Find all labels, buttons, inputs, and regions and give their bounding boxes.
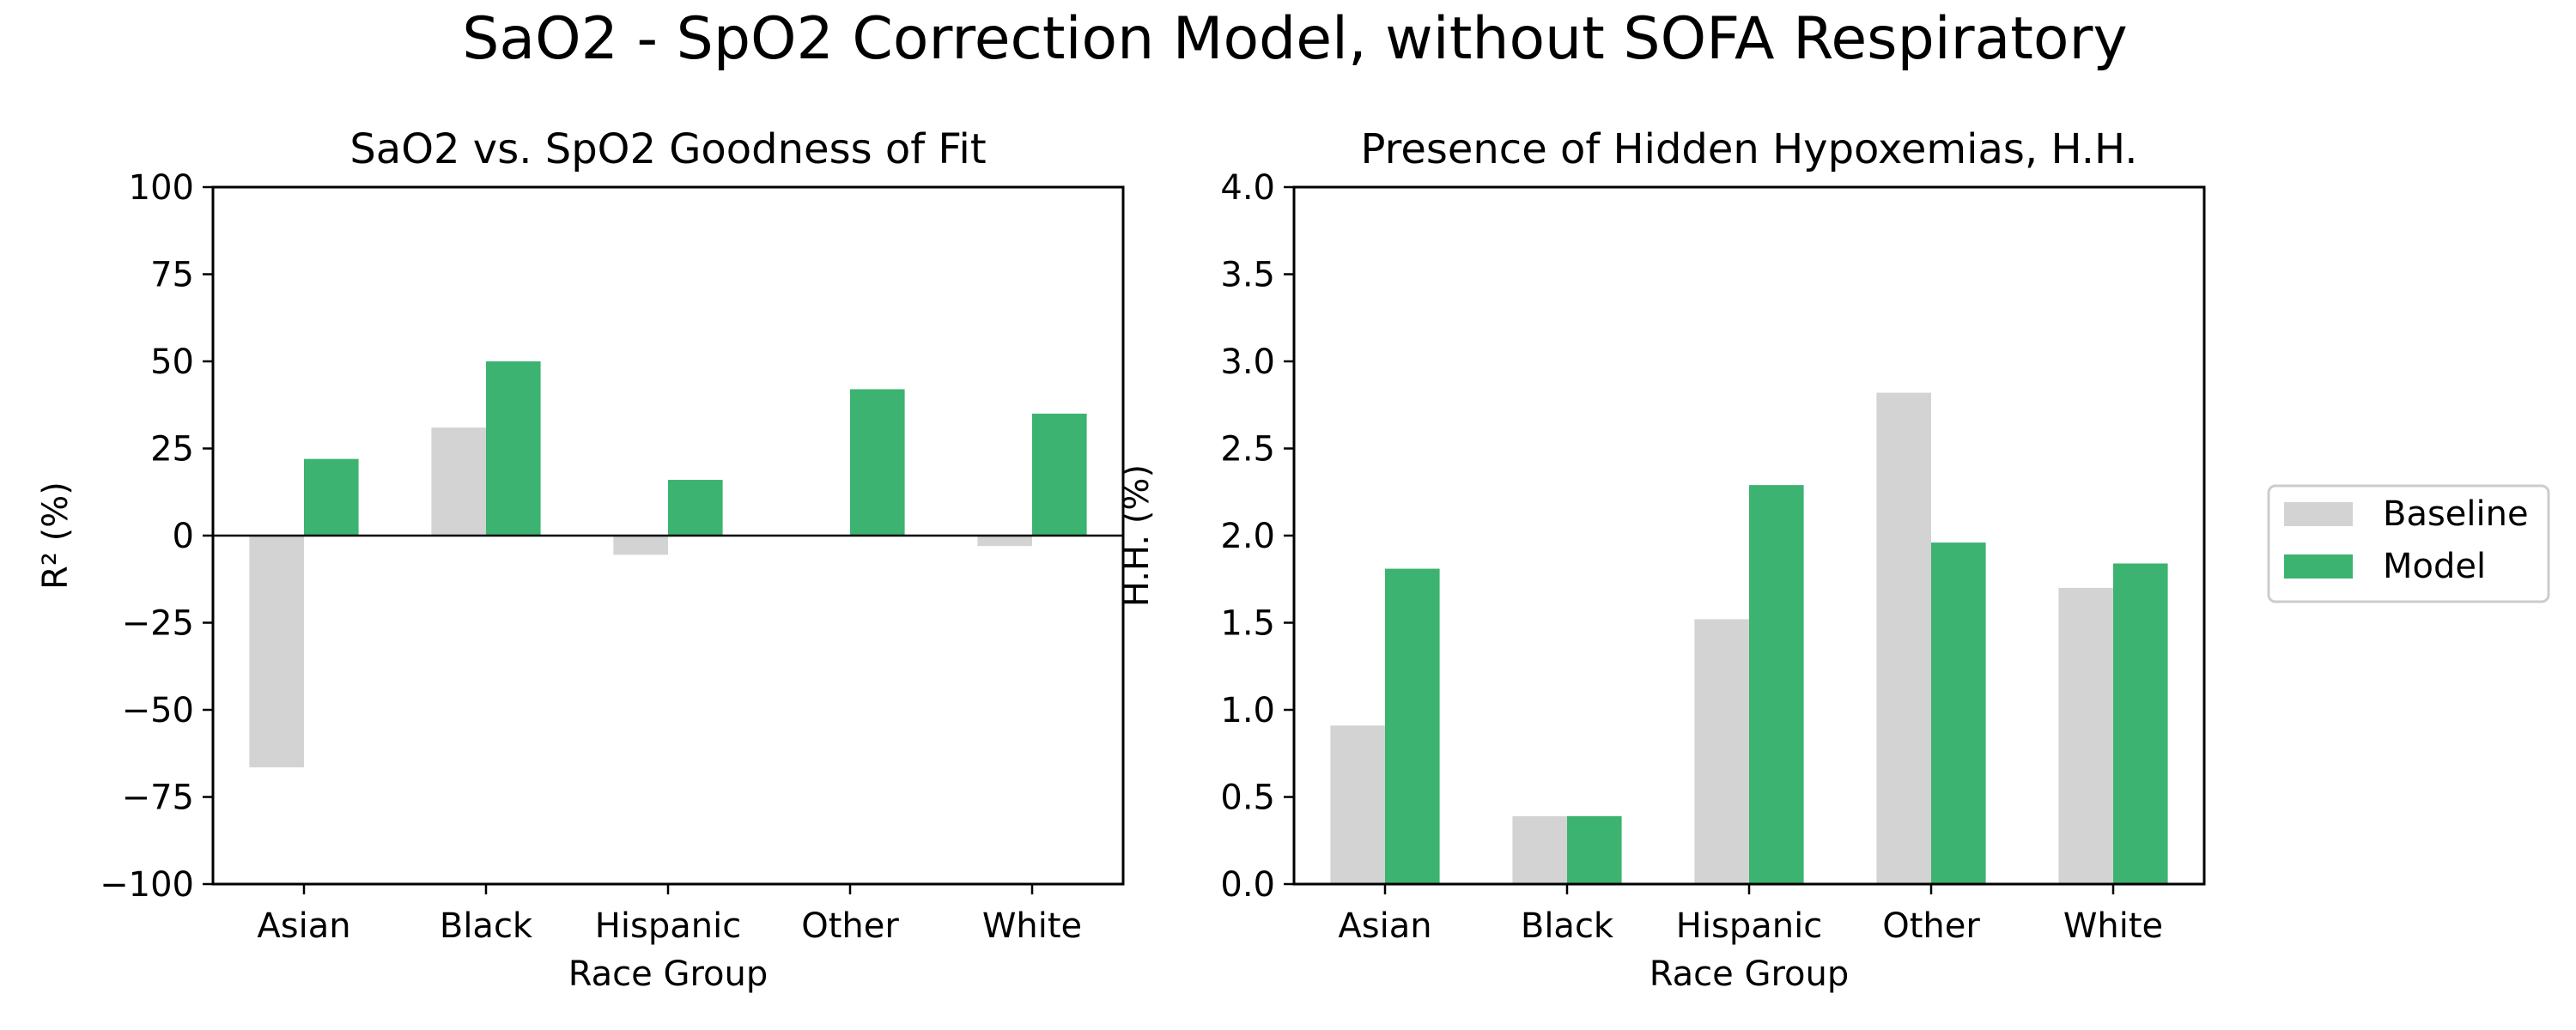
- x-axis-label: Race Group: [568, 954, 769, 994]
- bar-baseline-hispanic: [1694, 619, 1749, 884]
- bar-model-asian: [304, 458, 359, 536]
- y-tick-label: 100: [129, 168, 194, 208]
- y-tick-label: 1.0: [1220, 691, 1275, 730]
- y-tick-label: 1.5: [1220, 604, 1275, 644]
- axes-frame: [1292, 185, 2206, 886]
- bar-model-black: [486, 361, 541, 536]
- x-tick-label-black: Black: [1521, 906, 1614, 946]
- y-tick-label: 0.0: [1220, 865, 1275, 905]
- bar-model-other: [1931, 542, 1986, 884]
- axes-frame: [211, 185, 1125, 886]
- y-tick-label: 3.0: [1220, 342, 1275, 382]
- y-tick-label: 75: [150, 256, 194, 295]
- x-tick-label-asian: Asian: [1338, 906, 1431, 946]
- bar-model-other: [850, 389, 905, 536]
- hidden-hypoxemias-chart: Asian Black Hispanic Other White 4.0 3.5 3.0 2.5…: [1117, 125, 2206, 994]
- x-tick-label-hispanic: Hispanic: [1676, 906, 1822, 946]
- y-tick-label: 4.0: [1220, 168, 1275, 208]
- y-axis-label: R² (%): [36, 482, 76, 590]
- bar-baseline-black: [431, 427, 486, 536]
- bar-baseline-other: [1876, 392, 1931, 884]
- y-axis-label: H.H. (%): [1117, 464, 1157, 607]
- bar-model-white: [1032, 413, 1087, 536]
- y-tick-label: 50: [150, 342, 194, 382]
- y-tick-label: 2.0: [1220, 517, 1275, 556]
- x-tick-label-white: White: [982, 906, 1082, 946]
- y-tick-label: 3.5: [1220, 256, 1275, 295]
- bar-baseline-white: [2058, 587, 2113, 884]
- legend-swatch-baseline: [2284, 502, 2353, 526]
- y-tick-label: −25: [122, 604, 194, 644]
- x-tick-label-asian: Asian: [257, 906, 350, 946]
- legend: Baseline Model: [2267, 484, 2550, 603]
- bar-model-hispanic: [668, 480, 723, 536]
- legend-label-model: Model: [2383, 547, 2486, 586]
- y-tick-label: −75: [122, 779, 194, 818]
- bar-model-asian: [1385, 568, 1440, 884]
- chart-title: Presence of Hidden Hypoxemias, H.H.: [1361, 125, 2138, 173]
- bar-model-white: [2113, 563, 2168, 884]
- x-tick-label-other: Other: [801, 906, 899, 946]
- legend-swatch-model: [2284, 554, 2353, 579]
- x-tick-label-black: Black: [440, 906, 533, 946]
- goodness-of-fit-chart: Asian Black Hispanic Other White 100 75 50 25 0 −2…: [36, 125, 1125, 994]
- bar-baseline-asian: [249, 536, 304, 767]
- x-tick-label-other: Other: [1882, 906, 1980, 946]
- bar-baseline-black: [1512, 815, 1567, 884]
- chart-title: SaO2 vs. SpO2 Goodness of Fit: [349, 125, 986, 173]
- y-tick-label: 25: [150, 430, 194, 470]
- bar-baseline-hispanic: [613, 536, 668, 555]
- x-axis-label: Race Group: [1649, 954, 1850, 994]
- y-tick-label: −100: [100, 865, 194, 905]
- y-tick-label: 2.5: [1220, 430, 1275, 470]
- bar-baseline-white: [977, 536, 1032, 547]
- legend-label-baseline: Baseline: [2383, 494, 2529, 534]
- y-tick-label: −50: [122, 691, 194, 730]
- bar-model-hispanic: [1749, 485, 1804, 884]
- bar-model-black: [1567, 815, 1622, 884]
- figure-title: SaO2 - SpO2 Correction Model, without SO…: [462, 5, 2127, 73]
- y-tick-label: 0: [173, 517, 194, 556]
- x-tick-label-hispanic: Hispanic: [595, 906, 741, 946]
- y-tick-label: 0.5: [1220, 779, 1275, 818]
- x-tick-label-white: White: [2063, 906, 2163, 946]
- bar-baseline-asian: [1330, 725, 1385, 884]
